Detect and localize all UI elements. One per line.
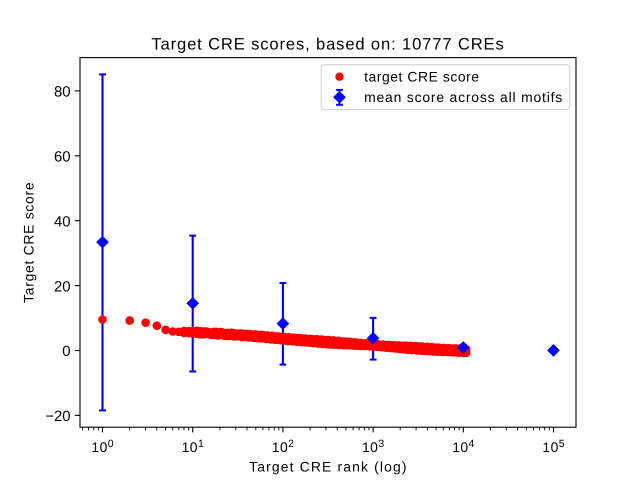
svg-text:20: 20	[54, 279, 71, 295]
svg-text:80: 80	[54, 85, 71, 101]
svg-text:0: 0	[62, 344, 70, 360]
svg-text:60: 60	[54, 150, 71, 166]
svg-text:−20: −20	[45, 409, 70, 425]
svg-text:Target CRE rank (log): Target CRE rank (log)	[249, 459, 407, 475]
svg-text:40: 40	[54, 214, 71, 230]
svg-text:Target CRE scores, based on: 1: Target CRE scores, based on: 10777 CREs	[151, 34, 504, 53]
svg-text:mean score across all motifs: mean score across all motifs	[364, 89, 563, 105]
svg-text:target CRE score: target CRE score	[364, 69, 480, 85]
svg-text:Target CRE score: Target CRE score	[20, 182, 36, 303]
